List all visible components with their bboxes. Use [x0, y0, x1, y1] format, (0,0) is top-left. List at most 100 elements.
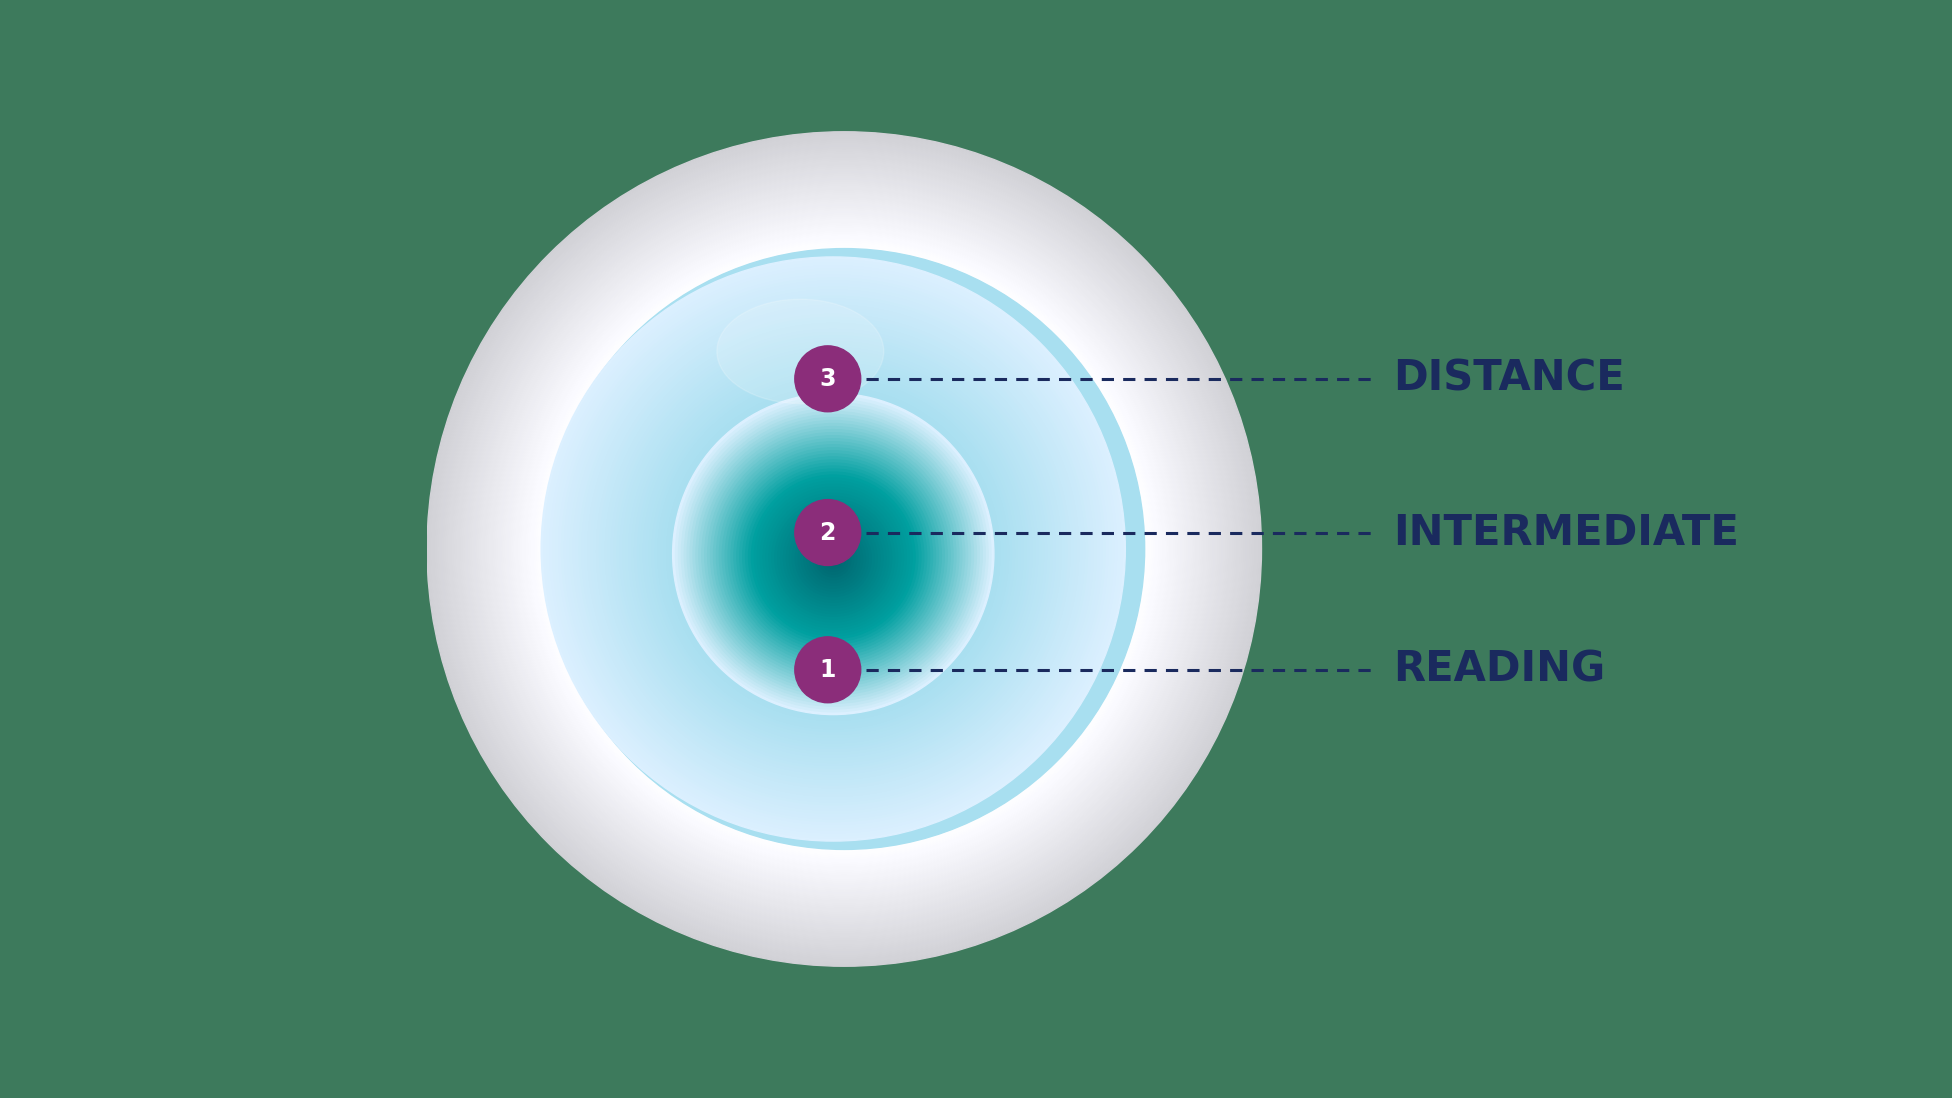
- Circle shape: [816, 541, 851, 576]
- Circle shape: [709, 429, 958, 681]
- Circle shape: [714, 436, 953, 675]
- Circle shape: [441, 145, 1247, 953]
- Circle shape: [699, 421, 968, 690]
- Text: 3: 3: [820, 367, 835, 391]
- Circle shape: [597, 314, 1070, 787]
- Circle shape: [574, 290, 1093, 810]
- Circle shape: [564, 281, 1103, 819]
- Circle shape: [818, 545, 847, 574]
- Circle shape: [711, 433, 956, 679]
- Circle shape: [632, 351, 1035, 754]
- Circle shape: [500, 204, 1189, 894]
- Circle shape: [734, 457, 933, 656]
- Circle shape: [582, 300, 1085, 802]
- Circle shape: [794, 520, 871, 596]
- Text: 1: 1: [820, 658, 835, 682]
- Circle shape: [675, 396, 992, 712]
- Circle shape: [769, 493, 898, 621]
- Circle shape: [488, 192, 1200, 906]
- Circle shape: [742, 466, 923, 647]
- Circle shape: [794, 346, 861, 412]
- Circle shape: [580, 296, 1087, 805]
- Circle shape: [533, 237, 1156, 861]
- Circle shape: [568, 284, 1099, 816]
- Circle shape: [502, 205, 1187, 893]
- Circle shape: [541, 245, 1148, 853]
- Circle shape: [504, 208, 1185, 890]
- Circle shape: [716, 439, 951, 672]
- Circle shape: [668, 388, 999, 720]
- Circle shape: [482, 187, 1206, 911]
- Circle shape: [521, 225, 1167, 873]
- Circle shape: [685, 405, 982, 704]
- Circle shape: [804, 529, 863, 589]
- Circle shape: [783, 508, 882, 608]
- Circle shape: [451, 155, 1238, 943]
- Circle shape: [621, 339, 1046, 765]
- Circle shape: [662, 381, 1005, 726]
- Circle shape: [798, 524, 869, 594]
- Circle shape: [527, 231, 1161, 867]
- Circle shape: [638, 357, 1029, 749]
- Circle shape: [691, 412, 976, 697]
- Circle shape: [447, 152, 1241, 946]
- Circle shape: [552, 269, 1115, 830]
- Circle shape: [789, 515, 876, 602]
- Circle shape: [492, 197, 1197, 901]
- Circle shape: [478, 182, 1210, 916]
- Circle shape: [720, 441, 947, 670]
- Circle shape: [562, 278, 1105, 821]
- Circle shape: [525, 229, 1163, 869]
- Circle shape: [673, 393, 994, 715]
- Circle shape: [658, 378, 1009, 729]
- Circle shape: [611, 329, 1056, 774]
- Circle shape: [771, 496, 894, 619]
- Circle shape: [427, 132, 1261, 966]
- Circle shape: [656, 376, 1011, 731]
- Circle shape: [570, 288, 1097, 813]
- Circle shape: [629, 348, 1038, 757]
- Circle shape: [433, 137, 1255, 961]
- Circle shape: [476, 180, 1212, 918]
- Circle shape: [722, 445, 945, 666]
- Circle shape: [465, 169, 1224, 929]
- Circle shape: [800, 527, 865, 591]
- Circle shape: [543, 247, 1146, 851]
- Circle shape: [453, 157, 1236, 941]
- Circle shape: [519, 223, 1169, 875]
- Circle shape: [828, 553, 839, 565]
- Circle shape: [650, 369, 1017, 737]
- Ellipse shape: [716, 300, 884, 403]
- Circle shape: [664, 384, 1003, 722]
- Circle shape: [449, 154, 1240, 944]
- Circle shape: [468, 172, 1220, 926]
- Circle shape: [787, 512, 880, 605]
- Circle shape: [781, 505, 886, 610]
- Text: 2: 2: [820, 520, 835, 545]
- Circle shape: [457, 161, 1232, 937]
- Circle shape: [513, 217, 1175, 881]
- Circle shape: [545, 260, 1122, 838]
- Circle shape: [687, 408, 980, 701]
- Circle shape: [435, 139, 1253, 959]
- Circle shape: [775, 500, 892, 616]
- Circle shape: [480, 184, 1208, 914]
- Circle shape: [445, 149, 1243, 949]
- Circle shape: [603, 321, 1064, 782]
- Circle shape: [679, 400, 988, 709]
- Circle shape: [474, 179, 1214, 919]
- Circle shape: [550, 266, 1117, 832]
- Circle shape: [646, 366, 1021, 740]
- Circle shape: [627, 345, 1040, 760]
- Circle shape: [472, 177, 1216, 921]
- Circle shape: [830, 557, 835, 563]
- Circle shape: [599, 317, 1068, 785]
- Circle shape: [759, 484, 906, 630]
- Circle shape: [793, 517, 874, 600]
- Circle shape: [509, 213, 1179, 885]
- Circle shape: [617, 336, 1050, 768]
- Circle shape: [810, 536, 857, 582]
- Circle shape: [812, 539, 853, 580]
- Circle shape: [541, 257, 1124, 841]
- Circle shape: [609, 326, 1058, 776]
